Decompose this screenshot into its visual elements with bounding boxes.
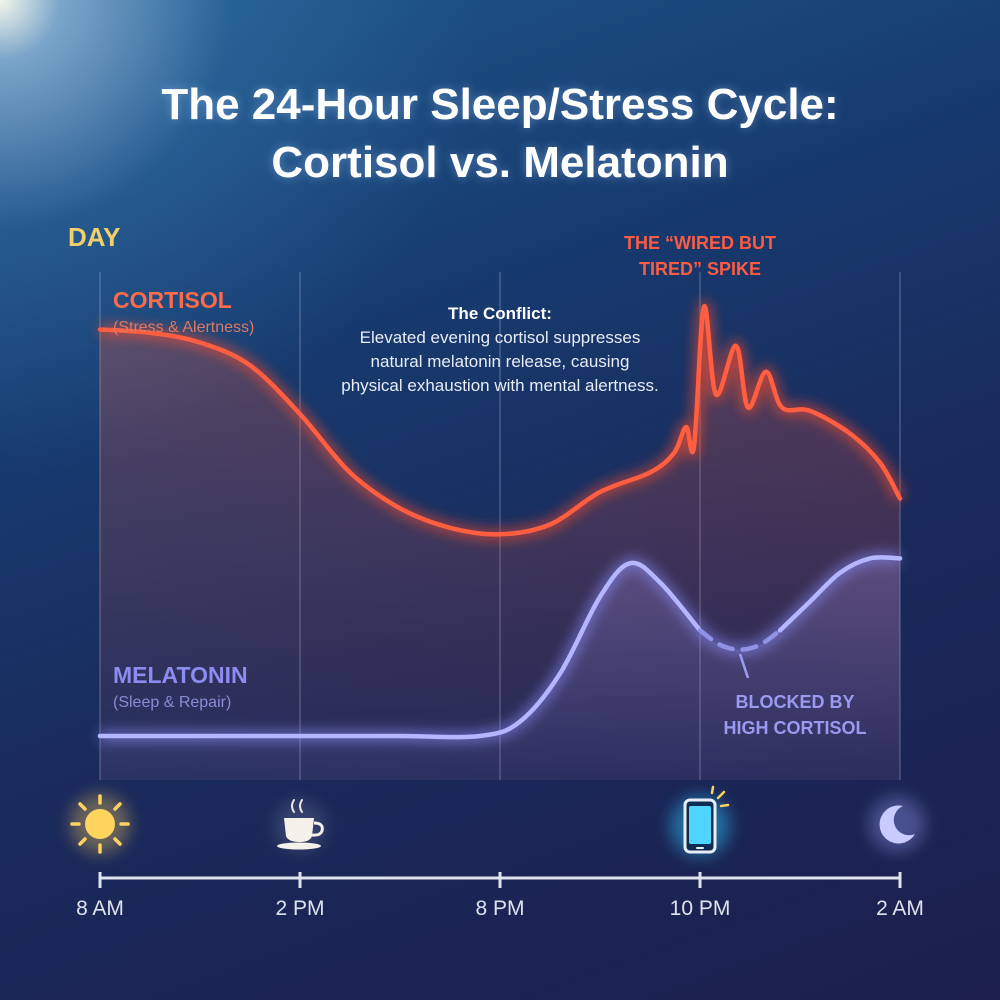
spike-annotation: THE “WIRED BUT TIRED” SPIKE bbox=[624, 233, 776, 279]
x-tick-label: 8 PM bbox=[475, 897, 525, 920]
day-label: DAY bbox=[68, 222, 121, 252]
x-axis-ticks bbox=[98, 872, 902, 888]
melatonin-line bbox=[97, 560, 703, 740]
coffee-cup-icon bbox=[274, 799, 326, 852]
melatonin-blocked-line bbox=[697, 628, 783, 652]
cortisol-series-label: CORTISOL bbox=[113, 287, 232, 313]
chart-title: The 24-Hour Sleep/Stress Cycle: Cortisol… bbox=[161, 80, 839, 187]
cortisol-series-subtitle: (Stress & Alertness) bbox=[113, 319, 255, 336]
moon-icon bbox=[869, 796, 925, 852]
phone-icon bbox=[670, 785, 730, 856]
melatonin-series-label: MELATONIN bbox=[113, 662, 248, 688]
cortisol-line bbox=[97, 304, 903, 537]
blocked-pointer bbox=[738, 653, 750, 679]
x-tick-label: 2 PM bbox=[275, 897, 325, 920]
conflict-title: The Conflict: bbox=[448, 304, 552, 323]
x-tick-label: 2 AM bbox=[876, 897, 924, 920]
sun-icon bbox=[70, 794, 130, 854]
melatonin-line-late bbox=[777, 555, 903, 633]
conflict-body: Elevated evening cortisol suppresses nat… bbox=[341, 328, 659, 395]
blocked-annotation: BLOCKED BY HIGH CORTISOL bbox=[723, 692, 867, 738]
conflict-annotation: The Conflict: Elevated evening cortisol … bbox=[340, 302, 660, 398]
x-tick-label: 10 PM bbox=[669, 897, 731, 920]
melatonin-series-subtitle: (Sleep & Repair) bbox=[113, 694, 232, 711]
x-tick-label: 8 AM bbox=[76, 897, 124, 920]
